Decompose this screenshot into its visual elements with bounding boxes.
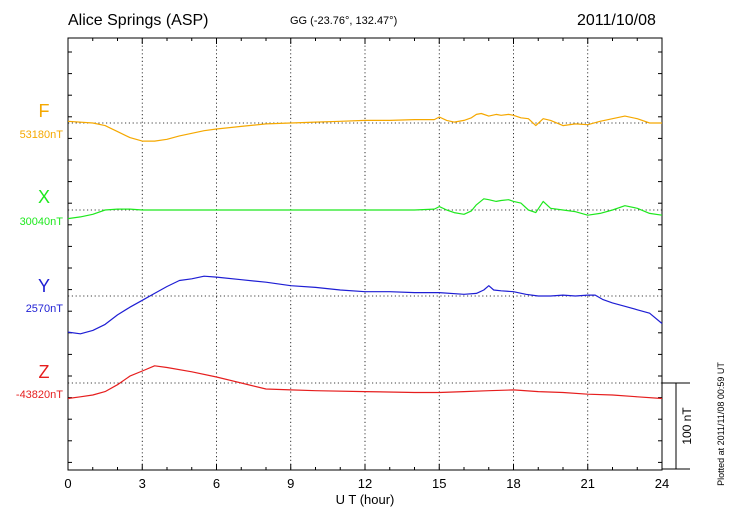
- x-tick-label: 21: [581, 476, 595, 491]
- scale-bar-label: 100 nT: [680, 407, 694, 445]
- series-baseline-label: -43820nT: [16, 389, 63, 401]
- x-tick-label: 6: [213, 476, 220, 491]
- x-tick-label: 0: [64, 476, 71, 491]
- x-tick-label: 24: [655, 476, 669, 491]
- plotted-timestamp: Plotted at 2011/11/08 00:59 UT: [716, 362, 726, 486]
- series-line-y: [67, 275, 663, 335]
- series-baseline-label: 2570nT: [26, 303, 64, 315]
- station-coordinates: GG (-23.76°, 132.47°): [290, 15, 398, 27]
- x-tick-label: 15: [432, 476, 446, 491]
- x-tick-label: 12: [358, 476, 372, 491]
- chart-title: Alice Springs (ASP): [68, 12, 209, 29]
- series-name-label: Y: [38, 276, 50, 296]
- x-tick-label: 9: [287, 476, 294, 491]
- series-baseline-label: 30040nT: [20, 216, 64, 228]
- series-baseline-label: 53180nT: [20, 129, 64, 141]
- series-line-f: [67, 112, 662, 142]
- series-line-x: [67, 198, 663, 220]
- series-name-label: Z: [39, 362, 50, 382]
- series-name-label: X: [38, 187, 50, 207]
- series-line-z: [67, 365, 663, 400]
- x-tick-label: 3: [139, 476, 146, 491]
- x-tick-label: 18: [506, 476, 520, 491]
- series-name-label: F: [39, 101, 50, 121]
- x-axis-label: U T (hour): [336, 492, 395, 507]
- chart-date: 2011/10/08: [577, 12, 656, 29]
